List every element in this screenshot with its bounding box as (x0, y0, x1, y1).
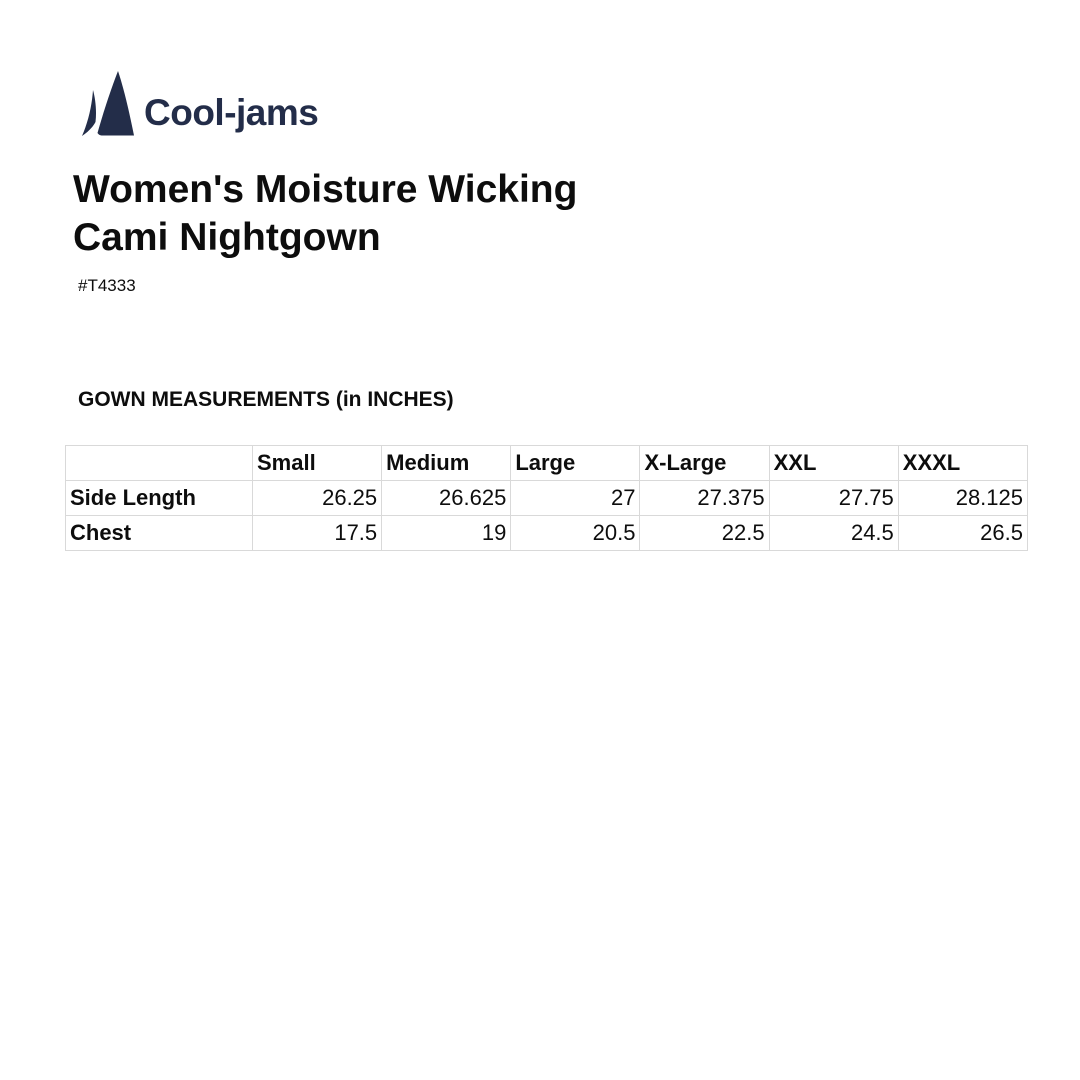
chest-xxxl: 26.5 (897, 515, 1029, 551)
header-cell-xxxl: XXXL (897, 445, 1029, 481)
product-title: Women's Moisture Wicking Cami Nightgown (73, 166, 577, 262)
brand-wordmark: Cool-jams (144, 92, 319, 133)
table-header-row: Small Medium Large X-Large XXL XXXL (65, 445, 1029, 481)
measurements-table: Small Medium Large X-Large XXL XXXL Side… (65, 445, 1029, 551)
side-length-large: 27 (510, 480, 641, 516)
brand-logo: Cool-jams (78, 70, 319, 142)
row-label-chest: Chest (65, 515, 253, 551)
chest-xlarge: 22.5 (639, 515, 770, 551)
table-row: Chest 17.5 19 20.5 22.5 24.5 26.5 (65, 515, 1029, 551)
side-length-xxl: 27.75 (768, 480, 899, 516)
side-length-medium: 26.625 (381, 480, 512, 516)
product-sku: #T4333 (78, 276, 136, 295)
chest-xxl: 24.5 (768, 515, 899, 551)
header-cell-empty (65, 445, 253, 481)
chest-large: 20.5 (510, 515, 641, 551)
header-cell-large: Large (510, 445, 641, 481)
header-cell-xlarge: X-Large (639, 445, 770, 481)
header-cell-small: Small (251, 445, 383, 481)
header-cell-medium: Medium (381, 445, 512, 481)
header-cell-xxl: XXL (768, 445, 899, 481)
side-length-small: 26.25 (251, 480, 383, 516)
chest-small: 17.5 (251, 515, 383, 551)
table-row: Side Length 26.25 26.625 27 27.375 27.75… (65, 480, 1029, 516)
product-title-line2: Cami Nightgown (73, 216, 381, 259)
sailboat-icon (82, 71, 134, 136)
section-heading: GOWN MEASUREMENTS (in INCHES) (78, 388, 454, 411)
chest-medium: 19 (381, 515, 512, 551)
side-length-xxxl: 28.125 (897, 480, 1029, 516)
side-length-xlarge: 27.375 (639, 480, 770, 516)
product-title-line1: Women's Moisture Wicking (73, 168, 578, 211)
row-label-side-length: Side Length (65, 480, 253, 516)
